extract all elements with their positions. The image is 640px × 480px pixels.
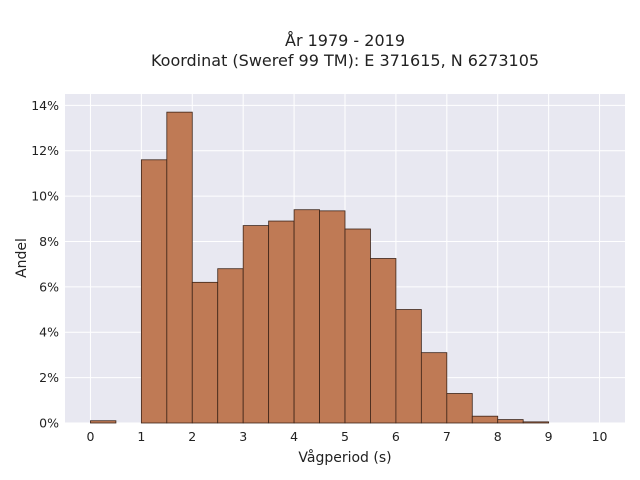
histogram-bar <box>166 111 193 424</box>
histogram-bar <box>90 420 117 424</box>
histogram-bar <box>191 281 219 424</box>
histogram-bar <box>140 159 168 424</box>
histogram-bar <box>497 419 524 424</box>
y-axis-ticks: 0% 2% 4% 6% 8% 10% 12% 14% <box>31 98 59 431</box>
x-tick-label: 0 <box>86 429 94 444</box>
x-tick-label: 10 <box>592 429 608 444</box>
y-tick-label: 12% <box>31 143 59 158</box>
y-tick-label: 8% <box>39 234 59 249</box>
histogram-bar <box>344 228 371 424</box>
x-tick-label: 6 <box>392 429 400 444</box>
histogram-bar <box>293 209 320 424</box>
x-tick-label: 9 <box>545 429 553 444</box>
x-tick-label: 8 <box>494 429 502 444</box>
histogram-bar <box>319 210 346 424</box>
y-tick-label: 0% <box>39 416 59 431</box>
histogram-bar <box>446 393 473 424</box>
histogram-bars <box>90 111 550 424</box>
x-tick-label: 4 <box>290 429 298 444</box>
chart-title-line-1: År 1979 - 2019 <box>285 31 405 50</box>
histogram-bar <box>370 258 397 424</box>
y-axis-label: Andel <box>14 238 30 278</box>
y-tick-label: 14% <box>31 98 59 113</box>
histogram-bar <box>522 421 550 424</box>
histogram-bar <box>217 268 244 424</box>
x-axis-label: Vågperiod (s) <box>298 449 391 466</box>
x-tick-label: 1 <box>137 429 145 444</box>
y-tick-label: 6% <box>39 279 59 294</box>
x-axis-ticks: 0 1 2 3 4 5 6 7 8 9 10 <box>86 429 607 444</box>
histogram-bar <box>420 352 448 424</box>
x-tick-label: 5 <box>341 429 349 444</box>
x-tick-label: 3 <box>239 429 247 444</box>
y-tick-label: 10% <box>31 189 59 204</box>
histogram-bar <box>395 309 422 424</box>
histogram-bar <box>268 220 295 424</box>
x-tick-label: 2 <box>188 429 196 444</box>
chart-title-line-2: Koordinat (Sweref 99 TM): E 371615, N 62… <box>151 51 539 70</box>
x-tick-label: 7 <box>443 429 451 444</box>
histogram-bar <box>471 415 499 424</box>
histogram-bar <box>242 225 270 424</box>
y-tick-label: 2% <box>39 370 59 385</box>
y-tick-label: 4% <box>39 325 59 340</box>
